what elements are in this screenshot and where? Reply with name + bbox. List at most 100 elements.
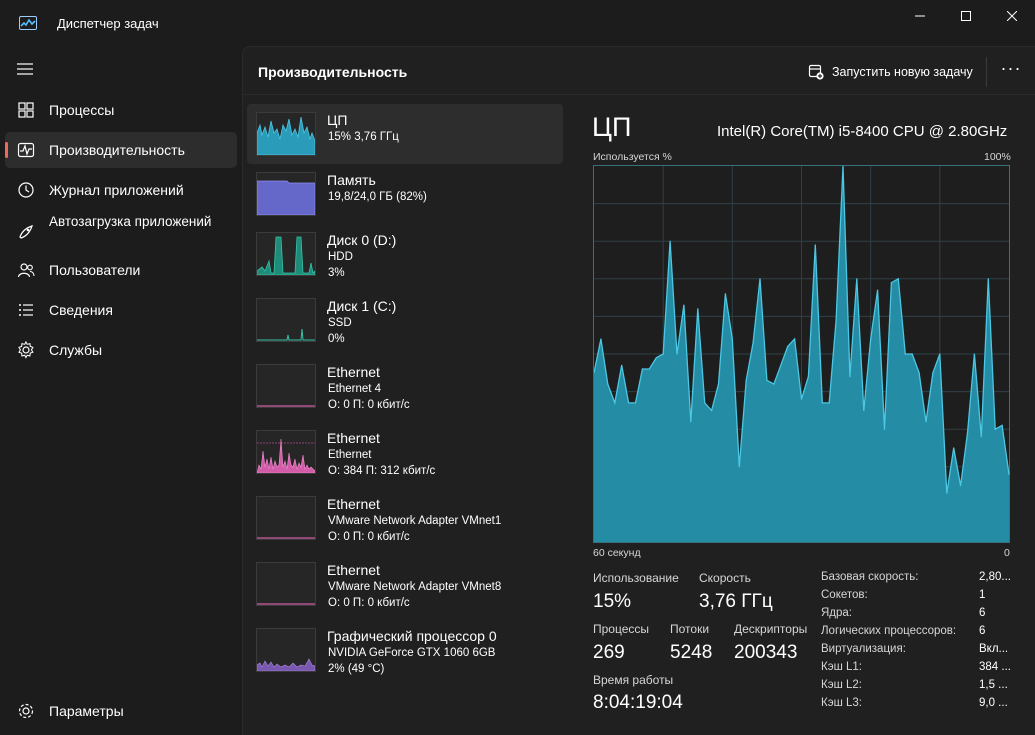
detail-title: ЦП — [592, 112, 632, 142]
history-icon — [17, 181, 35, 199]
cpu-usage-point — [628, 402, 630, 404]
resource-item-disk-0[interactable]: Диск 0 (D:) HDD 3% — [247, 224, 563, 284]
resource-item-disk-1[interactable]: Диск 1 (C:) SSD 0% — [247, 290, 563, 350]
cpu-usage-point — [752, 342, 754, 344]
cpu-usage-point — [925, 421, 927, 423]
cpu-usage-point — [821, 402, 823, 404]
resource-detail: NVIDIA GeForce GTX 1060 6GB — [328, 647, 496, 659]
resource-detail: О: 0 П: 0 кбит/с — [328, 399, 410, 411]
nav-item-label: Журнал приложений — [49, 182, 184, 198]
cpu-usage-point — [780, 364, 782, 366]
resource-name: Ethernet — [327, 364, 380, 380]
close-button[interactable] — [989, 0, 1035, 32]
handles-value: 200343 — [734, 642, 798, 663]
maximize-button[interactable] — [943, 0, 989, 32]
cpu-usage-point — [594, 372, 595, 374]
cpu-usage-graph — [593, 165, 1010, 543]
nav-item-startup-apps[interactable]: Автозагрузка приложений — [5, 212, 237, 252]
speed-label: Скорость — [699, 571, 751, 585]
ethernet4-thumbnail-graph — [256, 364, 316, 408]
cpu-usage-point — [932, 372, 934, 374]
cpu-usage-point — [828, 402, 830, 404]
main-panel: Производительность Запустить новую задач… — [242, 46, 1035, 735]
selection-indicator — [5, 142, 8, 158]
nav-item-settings[interactable]: Параметры — [5, 693, 237, 729]
resource-detail: 15% 3,76 ГГц — [328, 131, 399, 143]
cpu-usage-point — [773, 383, 775, 385]
task-manager-icon — [19, 16, 37, 30]
cpu-usage-point — [738, 466, 740, 468]
memory-thumbnail-graph — [256, 172, 316, 216]
run-new-task-button[interactable]: Запустить новую задачу — [808, 59, 973, 85]
cpu-usage-point — [946, 492, 948, 494]
cpu-usage-point — [863, 409, 865, 411]
threads-label: Потоки — [670, 622, 710, 636]
nav-item-users[interactable]: Пользователи — [5, 252, 237, 288]
resource-detail: VMware Network Adapter VMnet8 — [328, 581, 502, 593]
resource-item-vmnet8[interactable]: Ethernet VMware Network Adapter VMnet8 О… — [247, 554, 563, 614]
nav-item-processes[interactable]: Процессы — [5, 92, 237, 128]
cpu-usage-point — [704, 402, 706, 404]
nav-item-details[interactable]: Сведения — [5, 292, 237, 328]
x-axis-left-label: 60 секунд — [593, 547, 641, 559]
prop-value: 2,80... — [979, 571, 1011, 583]
cpu-usage-point — [794, 338, 796, 340]
minimize-button[interactable] — [897, 0, 943, 32]
gpu-thumbnail-graph — [256, 628, 316, 672]
threads-value: 5248 — [670, 642, 713, 663]
cpu-usage-point — [690, 421, 692, 423]
prop-key: Кэш L2: — [821, 679, 862, 691]
cpu-usage-point — [994, 428, 996, 430]
page-title: Производительность — [258, 64, 408, 80]
resource-name: Ethernet — [327, 430, 380, 446]
startup-icon — [17, 223, 35, 241]
cpu-usage-point — [717, 383, 720, 385]
hamburger-menu-button[interactable] — [16, 62, 34, 76]
minimize-icon — [915, 15, 925, 17]
prop-key: Виртуализация: — [821, 643, 906, 655]
window-title: Диспетчер задач — [57, 16, 159, 31]
resource-item-ethernet[interactable]: Ethernet Ethernet О: 384 П: 312 кбит/с — [247, 422, 563, 482]
resource-detail: 0% — [328, 333, 345, 345]
disk1-thumbnail-graph — [256, 298, 316, 342]
resource-item-ethernet-4[interactable]: Ethernet Ethernet 4 О: 0 П: 0 кбит/с — [247, 356, 563, 416]
cpu-usage-point — [814, 244, 816, 246]
cpu-usage-point — [787, 345, 789, 348]
resource-detail: 3% — [328, 267, 345, 279]
resource-name: ЦП — [327, 112, 348, 128]
cpu-usage-point — [890, 282, 892, 284]
resource-item-memory[interactable]: Память 19,8/24,0 ГБ (82%) — [247, 164, 563, 224]
cpu-usage-point — [856, 278, 858, 280]
cpu-usage-point — [641, 368, 643, 370]
y-axis-label: Используется % — [593, 151, 672, 163]
more-options-button[interactable]: ··· — [1000, 58, 1022, 78]
disk0-thumbnail-graph — [256, 232, 316, 276]
resource-name: Ethernet — [327, 496, 380, 512]
resource-item-gpu-0[interactable]: Графический процессор 0 NVIDIA GeForce G… — [247, 620, 563, 680]
cpu-usage-area — [594, 166, 1009, 542]
cpu-usage-point — [897, 278, 899, 280]
processes-label: Процессы — [593, 622, 650, 636]
resource-item-cpu[interactable]: ЦП 15% 3,76 ГГц — [247, 104, 563, 164]
title-bar: Диспетчер задач — [0, 0, 1035, 46]
nav-item-performance[interactable]: Производительность — [5, 132, 237, 168]
nav-item-services[interactable]: Службы — [5, 332, 237, 368]
resource-detail: HDD — [328, 251, 353, 263]
resource-name: Диск 1 (C:) — [327, 298, 397, 314]
usage-value: 15% — [593, 591, 632, 612]
nav-item-label: Пользователи — [49, 262, 141, 278]
prop-key: Кэш L1: — [821, 661, 862, 673]
details-icon — [17, 301, 35, 319]
nav-item-app-history[interactable]: Журнал приложений — [5, 172, 237, 208]
cpu-usage-point — [883, 428, 886, 430]
cpu-usage-point — [648, 368, 650, 370]
nav-item-label: Автозагрузка приложений — [49, 214, 212, 229]
cpu-usage-point — [621, 364, 623, 366]
speed-value: 3,76 ГГц — [699, 591, 773, 612]
cpu-usage-point — [676, 353, 678, 355]
cpu-usage-point — [600, 338, 602, 340]
cpu-usage-point — [662, 353, 664, 355]
resource-item-vmnet1[interactable]: Ethernet VMware Network Adapter VMnet1 О… — [247, 488, 563, 548]
settings-gear-icon — [17, 702, 35, 720]
cpu-usage-point — [800, 398, 803, 400]
